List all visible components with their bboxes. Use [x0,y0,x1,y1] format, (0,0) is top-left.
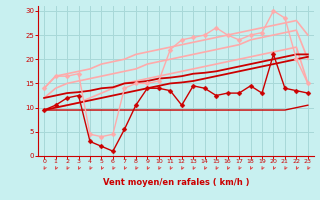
X-axis label: Vent moyen/en rafales ( km/h ): Vent moyen/en rafales ( km/h ) [103,178,249,187]
